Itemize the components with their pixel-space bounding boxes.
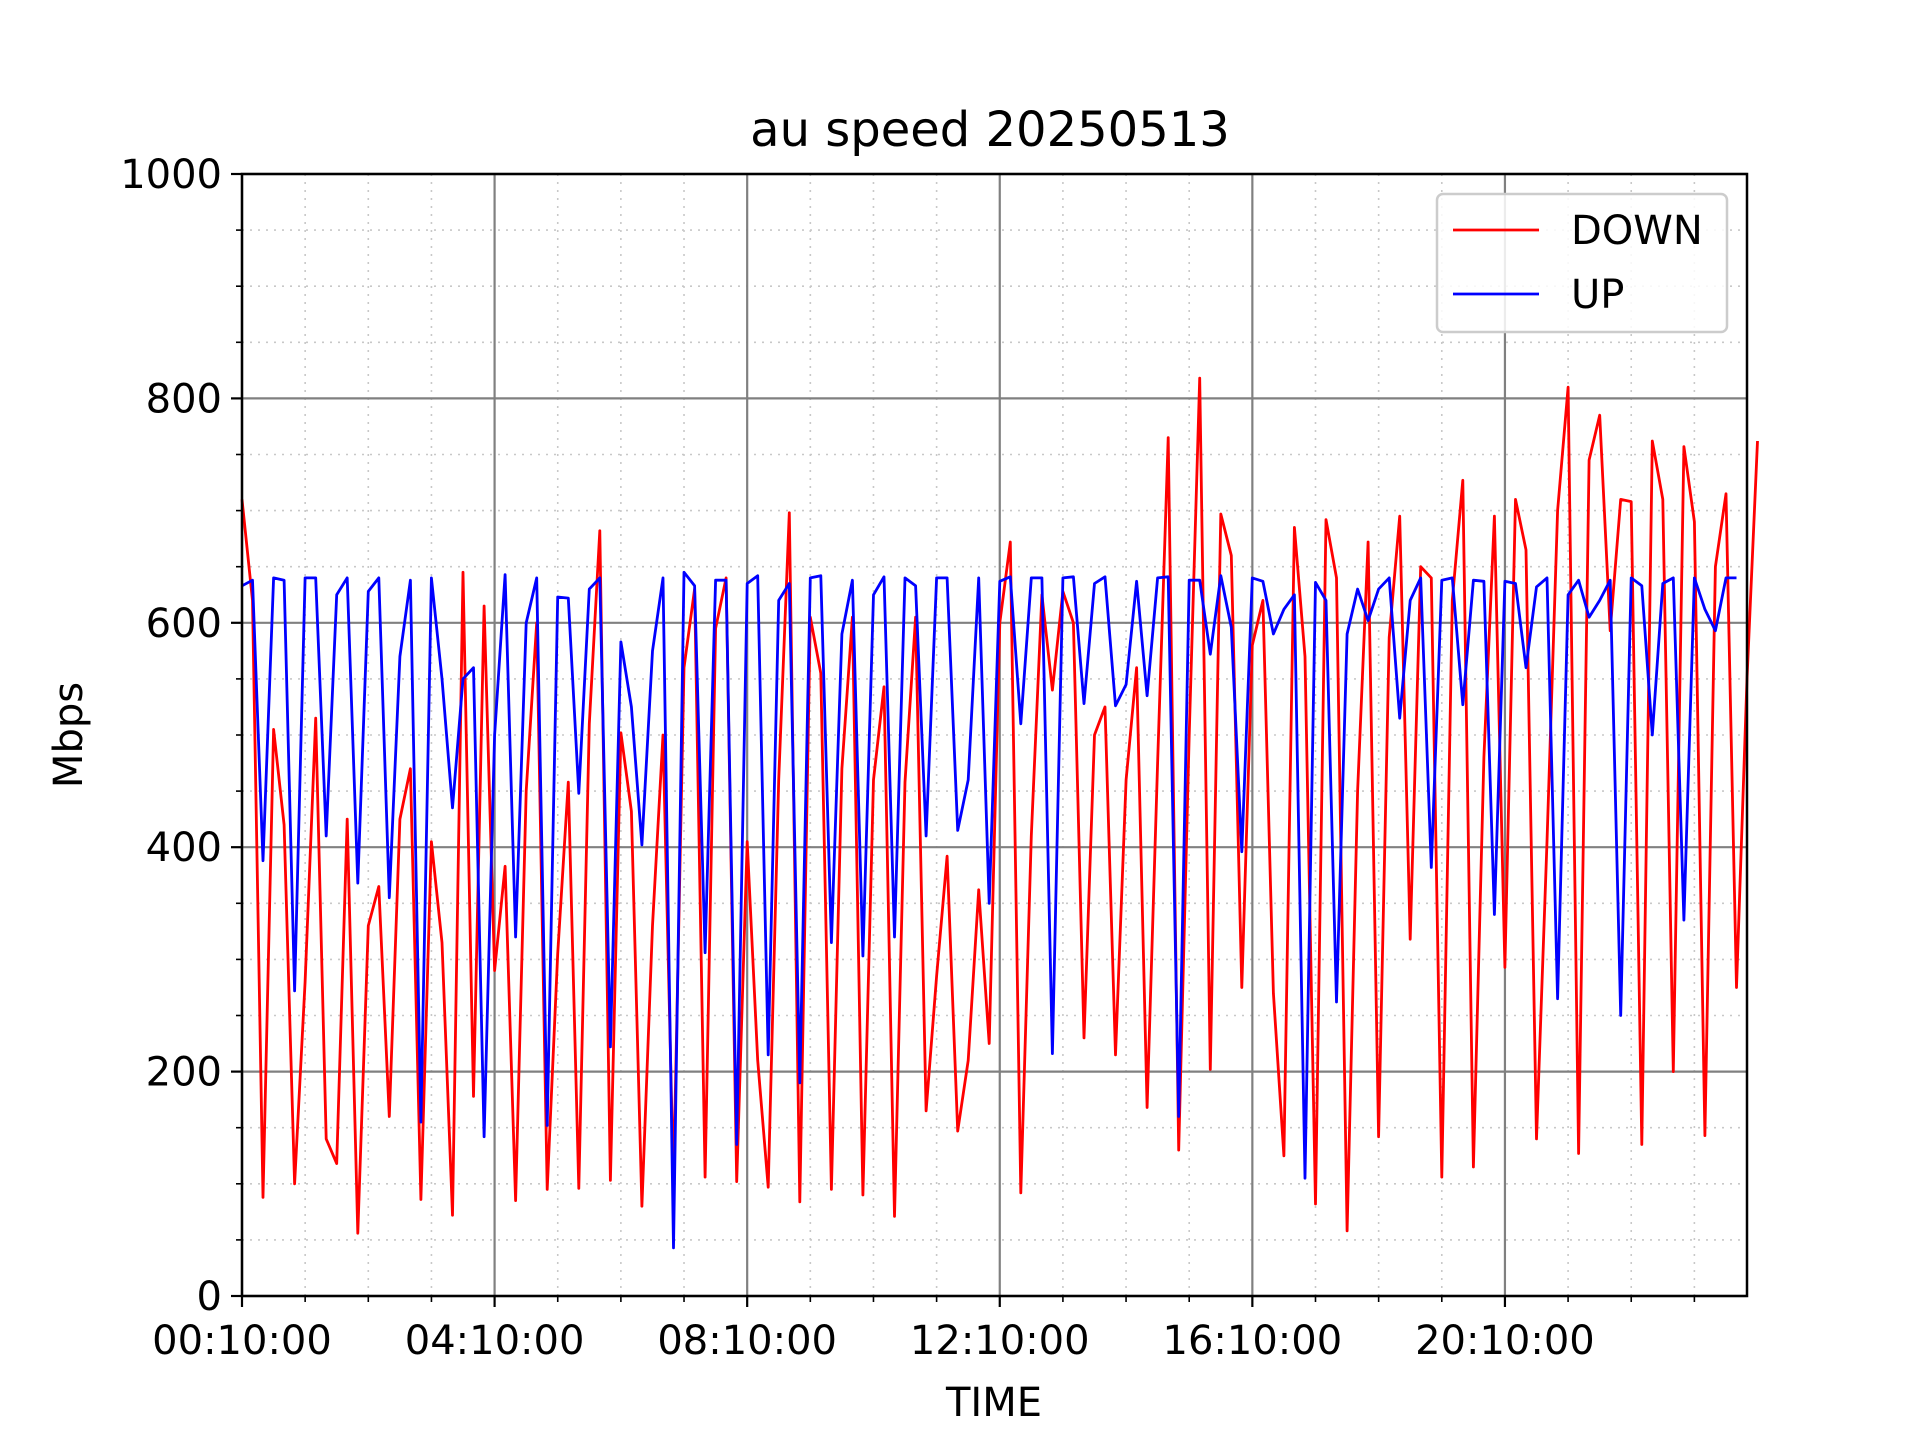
series-layer	[240, 376, 1759, 1250]
y-axis: 0 200 400 600 800 1000	[120, 152, 242, 1320]
y-tick-label: 1000	[120, 152, 222, 198]
y-tick-label: 200	[146, 1050, 222, 1096]
x-tick-label: 04:10:00	[405, 1318, 585, 1364]
legend-label-up: UP	[1571, 272, 1624, 318]
y-tick-label: 800	[146, 376, 222, 422]
x-tick-label: 16:10:00	[1163, 1318, 1343, 1364]
y-tick-label: 0	[197, 1274, 222, 1320]
x-axis-title: TIME	[945, 1380, 1042, 1426]
x-tick-label: 08:10:00	[657, 1318, 837, 1364]
y-tick-label: 400	[146, 825, 222, 871]
x-tick-label: 12:10:00	[910, 1318, 1090, 1364]
y-axis-title: Mbps	[46, 682, 92, 788]
series-line-up	[241, 570, 1737, 1250]
legend-box	[1435, 192, 1729, 334]
x-tick-label: 00:10:00	[152, 1318, 332, 1364]
chart-title: au speed 20250513	[750, 102, 1230, 158]
legend-label-down: DOWN	[1571, 208, 1703, 254]
x-axis: 00:10:00 04:10:00 08:10:00 12:10:00 16:10:00…	[152, 1296, 1696, 1364]
legend: DOWN UP	[1435, 192, 1729, 334]
y-tick-label: 600	[146, 601, 222, 647]
x-tick-label: 20:10:00	[1415, 1318, 1595, 1364]
